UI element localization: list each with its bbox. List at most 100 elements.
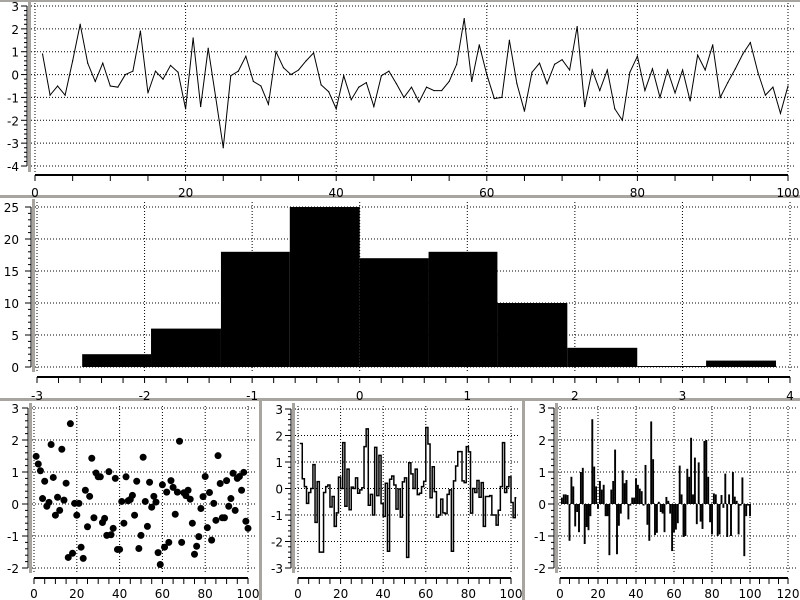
bar: [602, 484, 605, 504]
data-point: [486, 73, 488, 76]
scatter-point: [133, 477, 141, 485]
scatter-point: [120, 519, 128, 527]
data-point: [403, 96, 405, 99]
x-tick-label: 100: [777, 186, 800, 200]
bar: [644, 464, 647, 504]
data-point: [72, 60, 74, 62]
scatter-point: [45, 498, 53, 506]
bar: [661, 504, 664, 514]
data-point: [606, 69, 608, 71]
step-point: [395, 508, 397, 510]
step-point: [474, 491, 476, 493]
scatter-point: [205, 488, 213, 496]
bar: [616, 504, 618, 555]
x-tick-label: 100: [237, 587, 260, 600]
scatter-point: [60, 496, 68, 504]
bar: [720, 495, 723, 504]
scatter-point: [34, 460, 42, 468]
y-tick-label: 0: [11, 69, 19, 83]
bar: [741, 477, 744, 504]
data-point: [282, 67, 285, 69]
step-point: [493, 514, 495, 516]
scatter-point: [54, 493, 62, 501]
step-point: [423, 480, 425, 482]
data-point: [651, 68, 654, 70]
data-point: [335, 108, 337, 110]
step-point: [329, 506, 331, 508]
bar: [747, 504, 750, 506]
y-axis-frame: [32, 199, 35, 372]
bar: [711, 504, 713, 535]
scatter-point: [186, 495, 194, 503]
data-point: [719, 96, 721, 99]
scatter-point: [47, 440, 55, 448]
bar: [619, 504, 622, 514]
scatter-point: [118, 497, 126, 505]
step-point: [435, 516, 437, 518]
bar: [667, 500, 670, 504]
histogram-bar: [359, 258, 429, 367]
subplot-4: 3 2 1 0 -1 -2 -3 0 20 40 60 80 100: [271, 403, 522, 600]
bar: [591, 419, 594, 504]
step-point: [378, 454, 380, 456]
data-point: [712, 44, 714, 46]
histogram-bar: [220, 251, 290, 367]
data-point: [764, 94, 767, 96]
step-point: [303, 486, 305, 488]
bar: [699, 504, 702, 522]
scatter-point: [201, 472, 209, 480]
bar: [627, 504, 630, 520]
y-tick-label: 3: [11, 402, 19, 416]
data-point: [169, 64, 172, 67]
data-point: [508, 39, 510, 41]
histogram-bar: [567, 347, 638, 367]
y-axis-frame: [555, 403, 558, 573]
y-tick-label: 1: [275, 456, 283, 470]
y-tick-label: -2: [271, 536, 283, 550]
bar: [650, 421, 653, 504]
step-point: [325, 486, 327, 488]
scatter-point: [79, 554, 87, 562]
scatter-point: [212, 516, 220, 524]
step-point: [393, 484, 395, 486]
scatter-point: [128, 491, 136, 499]
data-point: [666, 69, 669, 71]
scatter-point: [225, 502, 233, 510]
step-point: [323, 491, 325, 493]
data-point: [553, 63, 556, 65]
bar: [583, 504, 586, 544]
step-point: [380, 503, 382, 505]
scatter-point: [105, 468, 113, 476]
data-point: [200, 105, 202, 108]
step-point: [482, 525, 484, 527]
bar: [572, 486, 575, 504]
step-point: [476, 480, 478, 482]
step-point: [359, 489, 361, 491]
scatter-point: [41, 477, 49, 485]
scatter-point: [220, 514, 228, 522]
data-point: [365, 81, 367, 84]
scatter-point: [165, 538, 173, 546]
step-point: [450, 550, 452, 552]
step-point: [337, 476, 339, 478]
y-tick-label: -2: [7, 562, 19, 576]
data-point: [290, 73, 292, 76]
scatter-point: [152, 498, 160, 506]
scatter-point: [178, 538, 186, 546]
y-tick-label: 3: [11, 0, 19, 14]
scatter-point: [84, 523, 91, 531]
scatter-point: [88, 454, 96, 462]
bar: [595, 486, 598, 504]
data-point: [102, 62, 104, 64]
bar: [617, 504, 620, 526]
step-point: [480, 482, 482, 484]
bar: [636, 484, 639, 504]
step-point: [308, 491, 310, 493]
data-point: [132, 70, 134, 72]
bar: [576, 504, 579, 512]
data-point: [215, 96, 217, 99]
step-point: [433, 491, 435, 493]
step-point: [478, 496, 480, 498]
y-tick-label: -3: [271, 562, 283, 576]
scatter-point: [75, 499, 83, 507]
